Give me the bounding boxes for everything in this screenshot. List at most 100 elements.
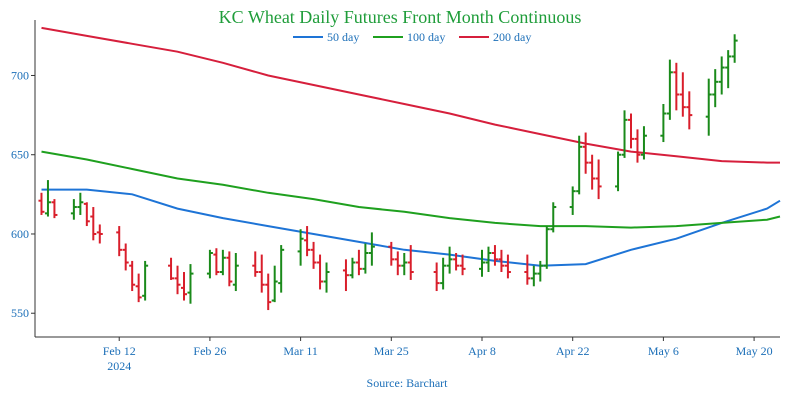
ohlc-bar xyxy=(83,202,90,227)
ma-50-day-line xyxy=(41,188,781,267)
x-tick-label: Feb 12 xyxy=(103,344,136,358)
ohlc-bar xyxy=(576,135,583,195)
ohlc-bar xyxy=(142,260,149,301)
ohlc-bar xyxy=(401,252,408,276)
ohlc-bar xyxy=(168,257,175,280)
ohlc-bar xyxy=(226,251,233,287)
ohlc-bar xyxy=(116,226,123,257)
x-tick-label: May 20 xyxy=(736,344,773,358)
ohlc-bar xyxy=(129,260,136,292)
y-tick-label: 550 xyxy=(11,306,29,320)
ohlc-bar xyxy=(135,273,142,303)
ohlc-bar xyxy=(90,207,97,241)
ohlc-bar xyxy=(349,257,356,279)
ohlc-bar xyxy=(660,104,667,143)
ohlc-bar xyxy=(44,180,51,217)
ohlc-bar xyxy=(232,252,239,292)
y-axis-ticks: 550 600 650 700 xyxy=(11,68,35,320)
ohlc-bar xyxy=(304,226,311,257)
ohlc-bar xyxy=(712,69,719,108)
ohlc-bar xyxy=(628,113,634,149)
x-tick-label: Mar 25 xyxy=(374,344,409,358)
ohlc-bar xyxy=(686,91,693,130)
ohlc-bar xyxy=(679,72,686,117)
ohlc-bar xyxy=(485,246,492,273)
ohlc-bar xyxy=(569,186,576,215)
ohlc-bar xyxy=(615,151,622,192)
plot-area xyxy=(38,26,781,311)
ma-200-day-line xyxy=(41,26,780,164)
ohlc-bar xyxy=(297,229,304,266)
legend: 50 day 100 day 200 day xyxy=(293,30,531,44)
legend-label-50-day: 50 day xyxy=(327,30,359,44)
ohlc-bar xyxy=(595,159,602,200)
ohlc-bar xyxy=(433,262,440,292)
ohlc-bar xyxy=(440,257,447,290)
ohlc-bar xyxy=(77,192,84,215)
ohlc-bar xyxy=(51,199,58,219)
x-tick-label: Apr 22 xyxy=(556,344,590,358)
y-tick-label: 650 xyxy=(11,148,29,162)
ohlc-bar xyxy=(543,226,550,269)
ohlc-bar xyxy=(504,254,511,279)
ma-100-day-line xyxy=(41,150,781,229)
ohlc-bar xyxy=(96,224,103,244)
ohlc-bar xyxy=(666,59,673,120)
ohlc-bar xyxy=(582,132,589,174)
ohlc-bar xyxy=(181,272,187,301)
ohlc-bar xyxy=(394,251,401,276)
ohlc-bar xyxy=(705,78,712,136)
x-tick-label: Feb 26 xyxy=(193,344,226,358)
x-tick-label: Mar 11 xyxy=(283,344,318,358)
ohlc-bar xyxy=(634,129,641,163)
ohlc-bar xyxy=(122,243,129,271)
y-tick-label: 700 xyxy=(11,68,29,82)
ohlc-bar xyxy=(355,249,362,276)
ohlc-bar xyxy=(368,232,375,266)
ohlc-bar xyxy=(38,192,45,215)
ohlc-bar xyxy=(70,199,77,220)
ohlc-bar xyxy=(718,56,725,95)
ohlc-bar xyxy=(498,249,505,273)
ohlc-bar xyxy=(388,241,395,266)
y-tick-label: 600 xyxy=(11,227,29,241)
ohlc-bar xyxy=(524,254,531,285)
ohlc-bar xyxy=(213,248,220,276)
chart-title: KC Wheat Daily Futures Front Month Conti… xyxy=(219,7,582,27)
ohlc-bar xyxy=(621,110,628,158)
x-tick-year-label: 2024 xyxy=(107,359,131,373)
ohlc-bar xyxy=(219,249,226,276)
ohlc-bar xyxy=(174,265,181,295)
ohlc-bar xyxy=(491,245,498,266)
ohlc-bar xyxy=(589,154,596,190)
x-tick-label: Apr 8 xyxy=(468,344,496,358)
ohlc-bar xyxy=(278,245,285,293)
ohlc-bar xyxy=(446,246,453,274)
ohlc-bar xyxy=(323,262,330,293)
ohlc-bar xyxy=(252,251,259,277)
x-tick-label: May 6 xyxy=(648,344,679,358)
source-label: Source: Barchart xyxy=(367,376,449,390)
ohlc-bar xyxy=(317,254,324,290)
ohlc-bar xyxy=(310,241,317,269)
ohlc-bar xyxy=(453,252,460,271)
ohlc-bar xyxy=(459,254,466,276)
ohlc-bar xyxy=(407,245,414,280)
ohlc-bar xyxy=(342,259,349,292)
ohlc-bar xyxy=(271,265,278,303)
ohlc-bar xyxy=(673,62,680,111)
ohlc-bar xyxy=(530,265,537,287)
ohlc-bar xyxy=(725,50,732,89)
ohlc-bar xyxy=(537,260,544,282)
ohlc-bar xyxy=(640,126,647,160)
ohlc-bar xyxy=(550,202,557,233)
ohlc-bar xyxy=(265,273,272,311)
ohlc-bar xyxy=(258,254,265,293)
ohlc-bar xyxy=(362,243,369,274)
ohlc-bar xyxy=(731,34,738,63)
ohlc-bar xyxy=(479,249,485,277)
legend-label-200-day: 200 day xyxy=(493,30,531,44)
ohlc-bar xyxy=(187,264,194,304)
